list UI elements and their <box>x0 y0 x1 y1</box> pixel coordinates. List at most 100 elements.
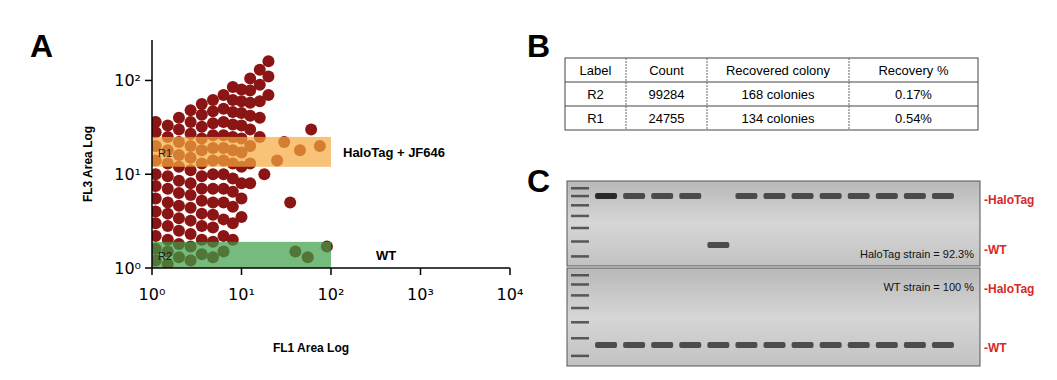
table-cell: 0.17% <box>895 87 932 102</box>
x-tick-label: 10⁰ <box>139 285 166 304</box>
data-point <box>196 220 208 232</box>
y-tick-label: 10² <box>114 71 141 90</box>
x-tick <box>330 268 332 275</box>
gate-annotation: WT <box>376 248 396 263</box>
gel-band <box>932 342 954 348</box>
data-point <box>207 183 219 195</box>
data-point <box>244 123 256 135</box>
data-point <box>196 98 208 110</box>
data-point <box>173 187 185 199</box>
data-point <box>207 117 219 129</box>
x-tick-label: 10³ <box>407 285 434 304</box>
ladder-band <box>571 195 589 198</box>
data-point <box>152 180 162 192</box>
data-point <box>196 109 208 121</box>
data-point <box>236 193 248 205</box>
table-cell: 168 colonies <box>742 87 815 102</box>
gel-band <box>848 193 870 199</box>
data-point <box>262 89 274 101</box>
y-tick <box>145 80 152 82</box>
data-point <box>173 212 185 224</box>
data-point <box>207 222 219 234</box>
band-label: -HaloTag <box>984 282 1034 296</box>
x-tick <box>151 268 153 275</box>
gel-frame <box>567 268 980 366</box>
y-tick <box>145 267 152 269</box>
gel-band <box>735 342 757 348</box>
data-point <box>152 206 162 218</box>
data-point <box>262 55 274 67</box>
gel-frame <box>567 181 980 266</box>
data-point <box>236 211 248 223</box>
background <box>0 0 1057 380</box>
table-header-cell: Recovery % <box>878 63 949 78</box>
data-point <box>152 217 162 229</box>
data-point <box>207 105 219 117</box>
band-label: -WT <box>984 341 1007 355</box>
data-point <box>262 71 274 83</box>
data-point <box>207 196 219 208</box>
figure: ABCR1HaloTag + JF646R2WT10⁰10¹10²10³10⁴1… <box>0 0 1057 380</box>
data-point <box>185 104 197 116</box>
data-point <box>185 177 197 189</box>
gel-band <box>792 342 814 348</box>
gel-band <box>876 342 898 348</box>
data-point <box>162 220 174 232</box>
x-axis-label: FL1 Area Log <box>273 341 349 355</box>
data-point <box>196 170 208 182</box>
gate-label: R1 <box>158 147 172 159</box>
data-point <box>185 215 197 227</box>
gel-band <box>623 342 645 348</box>
gel-band <box>820 342 842 348</box>
data-point <box>152 126 162 138</box>
x-tick-label: 10² <box>318 285 345 304</box>
gel-band <box>764 342 786 348</box>
data-point <box>254 112 266 124</box>
table-frame <box>565 58 978 130</box>
ladder-band <box>571 321 589 324</box>
gel-band <box>876 193 898 199</box>
table-cell: 0.54% <box>895 111 932 126</box>
gel-band <box>623 193 645 199</box>
gel-band <box>904 193 926 199</box>
ladder-band <box>571 227 589 230</box>
data-point <box>152 168 162 180</box>
x-tick-label: 10⁴ <box>497 285 524 304</box>
y-axis-label: FL3 Area Log <box>81 126 95 202</box>
gate-annotation: HaloTag + JF646 <box>343 145 445 160</box>
gel-band <box>595 342 617 348</box>
table-row-line <box>565 82 978 83</box>
gel-band <box>932 193 954 199</box>
gate-label: R2 <box>158 250 172 262</box>
table-cell: R2 <box>587 87 604 102</box>
ladder-band <box>571 355 589 358</box>
band-label: -WT <box>984 243 1007 257</box>
table-cell: 99284 <box>648 87 684 102</box>
data-point <box>173 200 185 212</box>
ladder-band <box>571 294 589 297</box>
table-col-line <box>849 58 850 130</box>
table: LabelCountRecovered colonyRecovery %R299… <box>565 58 978 130</box>
data-point <box>185 116 197 128</box>
table-header-cell: Recovered colony <box>726 63 831 78</box>
gel-band <box>651 193 673 199</box>
panel-label: B <box>527 28 550 64</box>
data-point <box>173 112 185 124</box>
ladder-band <box>571 337 589 340</box>
y-tick <box>145 173 152 175</box>
plot-area <box>152 55 333 268</box>
data-point <box>173 225 185 237</box>
y-tick-label: 10¹ <box>114 165 141 184</box>
gel-band <box>707 242 729 248</box>
gate <box>152 137 331 167</box>
data-point <box>185 189 197 201</box>
gel: HaloTag strain = 92.3% <box>567 181 980 266</box>
ladder-band <box>571 274 589 277</box>
data-point <box>284 196 296 208</box>
data-point <box>196 195 208 207</box>
ladder-band <box>571 283 589 286</box>
y-tick-label: 10⁰ <box>114 259 141 278</box>
data-point <box>207 94 219 106</box>
gate <box>152 242 331 268</box>
gel-band <box>764 193 786 199</box>
